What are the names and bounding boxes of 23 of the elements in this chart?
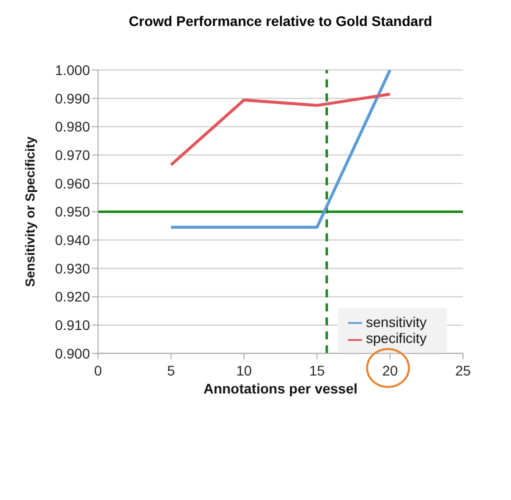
chart-title: Crowd Performance relative to Gold Standard xyxy=(128,12,434,30)
y-tick-label: 0.900 xyxy=(54,345,90,362)
y-axis-title: Sensitivity or Specificity xyxy=(22,136,38,287)
legend-label: specificity xyxy=(366,330,427,346)
y-tick-label: 0.910 xyxy=(54,317,90,334)
x-tick-label: 0 xyxy=(94,362,102,378)
legend-label: sensitivity xyxy=(366,314,427,330)
y-tick-label: 0.990 xyxy=(54,90,90,106)
x-tick-label: 5 xyxy=(167,362,176,378)
y-tick-label: 0.950 xyxy=(54,204,90,220)
line-series xyxy=(170,92,392,166)
x-tick-label: 20 xyxy=(382,362,398,378)
x-tick-label: 25 xyxy=(455,362,471,378)
x-tick-label: 10 xyxy=(236,362,252,378)
y-tick-label: 1.000 xyxy=(54,62,90,78)
x-tick-label: 15 xyxy=(309,362,325,378)
x-axis-title: Annotations per vessel xyxy=(203,380,358,396)
y-tick-label: 0.960 xyxy=(54,175,90,192)
y-tick-label: 0.980 xyxy=(54,118,90,135)
y-tick-label: 0.940 xyxy=(54,232,90,248)
y-tick-label: 0.930 xyxy=(54,260,90,276)
y-tick-label: 0.920 xyxy=(54,288,90,305)
y-tick-label: 0.970 xyxy=(54,146,90,163)
